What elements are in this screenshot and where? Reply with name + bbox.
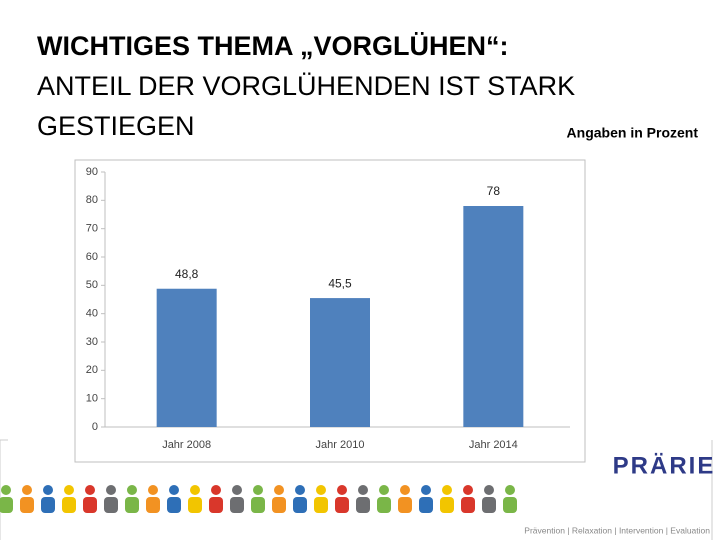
decor-body <box>377 497 391 513</box>
decor-body <box>230 497 244 513</box>
decor-body <box>83 497 97 513</box>
y-tick-label: 0 <box>92 421 98 433</box>
decor-head <box>463 485 473 495</box>
decor-body <box>356 497 370 513</box>
decor-head <box>484 485 494 495</box>
decor-body <box>314 497 328 513</box>
y-tick-label: 80 <box>86 194 98 206</box>
y-tick-label: 20 <box>86 364 98 376</box>
decor-body <box>41 497 55 513</box>
decor-head <box>274 485 284 495</box>
bar <box>156 288 217 427</box>
decor-body <box>20 497 34 513</box>
decor-body <box>209 497 223 513</box>
decor-head <box>232 485 242 495</box>
decor-body <box>440 497 454 513</box>
decor-head <box>127 485 137 495</box>
decor-head <box>169 485 179 495</box>
decor-body <box>146 497 160 513</box>
title-line: GESTIEGEN <box>37 111 195 141</box>
decor-head <box>22 485 32 495</box>
decor-body <box>251 497 265 513</box>
x-tick-label: Jahr 2008 <box>162 439 211 451</box>
decor-head <box>295 485 305 495</box>
decor-body <box>167 497 181 513</box>
decor-body <box>398 497 412 513</box>
x-tick-label: Jahr 2010 <box>316 439 365 451</box>
value-label: 78 <box>487 184 501 198</box>
decor-head <box>253 485 263 495</box>
y-tick-label: 60 <box>86 251 98 263</box>
decor-body <box>125 497 139 513</box>
decor-head <box>358 485 368 495</box>
decor-head <box>442 485 452 495</box>
decor-people <box>0 485 517 513</box>
decor-head <box>505 485 515 495</box>
decor-body <box>335 497 349 513</box>
decor-body <box>419 497 433 513</box>
decor-body <box>62 497 76 513</box>
logo: PRÄRIE <box>613 452 716 479</box>
bar <box>463 206 524 427</box>
decor-head <box>421 485 431 495</box>
decor-head <box>337 485 347 495</box>
bar <box>310 298 370 427</box>
decor-head <box>316 485 326 495</box>
decor-head <box>43 485 53 495</box>
decor-head <box>148 485 158 495</box>
y-tick-label: 30 <box>86 336 98 348</box>
decor-body <box>461 497 475 513</box>
y-tick-label: 50 <box>86 279 98 291</box>
decor-head <box>1 485 11 495</box>
decor-body <box>0 497 13 513</box>
x-tick-label: Jahr 2014 <box>469 439 518 451</box>
decor-head <box>190 485 200 495</box>
decor-body <box>482 497 496 513</box>
decor-body <box>503 497 517 513</box>
decor-head <box>64 485 74 495</box>
decor-head <box>106 485 116 495</box>
y-tick-label: 90 <box>86 166 98 178</box>
y-tick-label: 10 <box>86 393 98 405</box>
title-line: WICHTIGES THEMA „VORGLÜHEN“: <box>37 31 509 61</box>
y-tick-label: 40 <box>86 308 98 320</box>
decor-body <box>272 497 286 513</box>
y-tick-label: 70 <box>86 223 98 235</box>
decor-head <box>379 485 389 495</box>
tagline: Prävention | Relaxation | Intervention |… <box>524 525 710 535</box>
value-label: 45,5 <box>328 276 352 290</box>
subtitle: Angaben in Prozent <box>567 125 699 141</box>
decor-head <box>85 485 95 495</box>
decor-body <box>293 497 307 513</box>
decor-head <box>400 485 410 495</box>
decor-body <box>104 497 118 513</box>
value-label: 48,8 <box>175 267 199 281</box>
decor-body <box>188 497 202 513</box>
decor-head <box>211 485 221 495</box>
title-line: ANTEIL DER VORGLÜHENDEN IST STARK <box>37 71 575 101</box>
